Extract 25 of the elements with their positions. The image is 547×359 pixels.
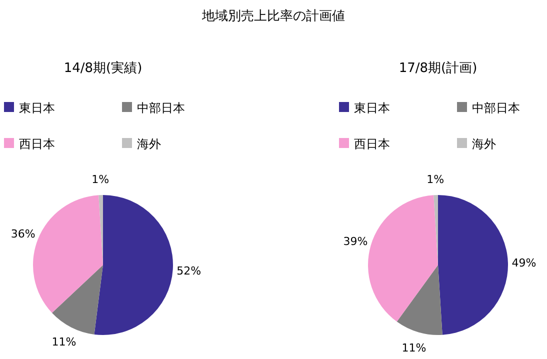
data-label: 11% (52, 336, 76, 349)
legend-label: 東日本 (19, 101, 55, 115)
data-label: 1% (92, 173, 110, 186)
legend-label: 海外 (137, 137, 161, 151)
legend-label: 東日本 (354, 101, 390, 115)
legend-label: 西日本 (354, 137, 390, 151)
data-label: 39% (343, 235, 368, 248)
pie-slice (33, 195, 103, 313)
legend-label: 西日本 (19, 137, 55, 151)
legend-label: 中部日本 (472, 101, 520, 115)
legend-label: 海外 (472, 137, 496, 151)
text: 地域別売上比率の計画値 (201, 8, 345, 24)
pie-slice (368, 195, 438, 322)
chart-subtitle: 17/8期(計画) (398, 61, 478, 76)
chart-subtitle: 14/8期(実績) (64, 60, 142, 76)
data-label: 1% (426, 173, 444, 186)
data-label: 11% (402, 342, 426, 355)
pie-slice (94, 195, 173, 335)
data-label: 49% (512, 256, 536, 270)
pie-slice (396, 265, 442, 335)
legend-label: 中部日本 (137, 101, 185, 115)
data-label: 36% (10, 227, 36, 240)
data-label: 52% (176, 264, 202, 278)
pie-slice (438, 195, 508, 335)
pie-slice (52, 265, 103, 334)
